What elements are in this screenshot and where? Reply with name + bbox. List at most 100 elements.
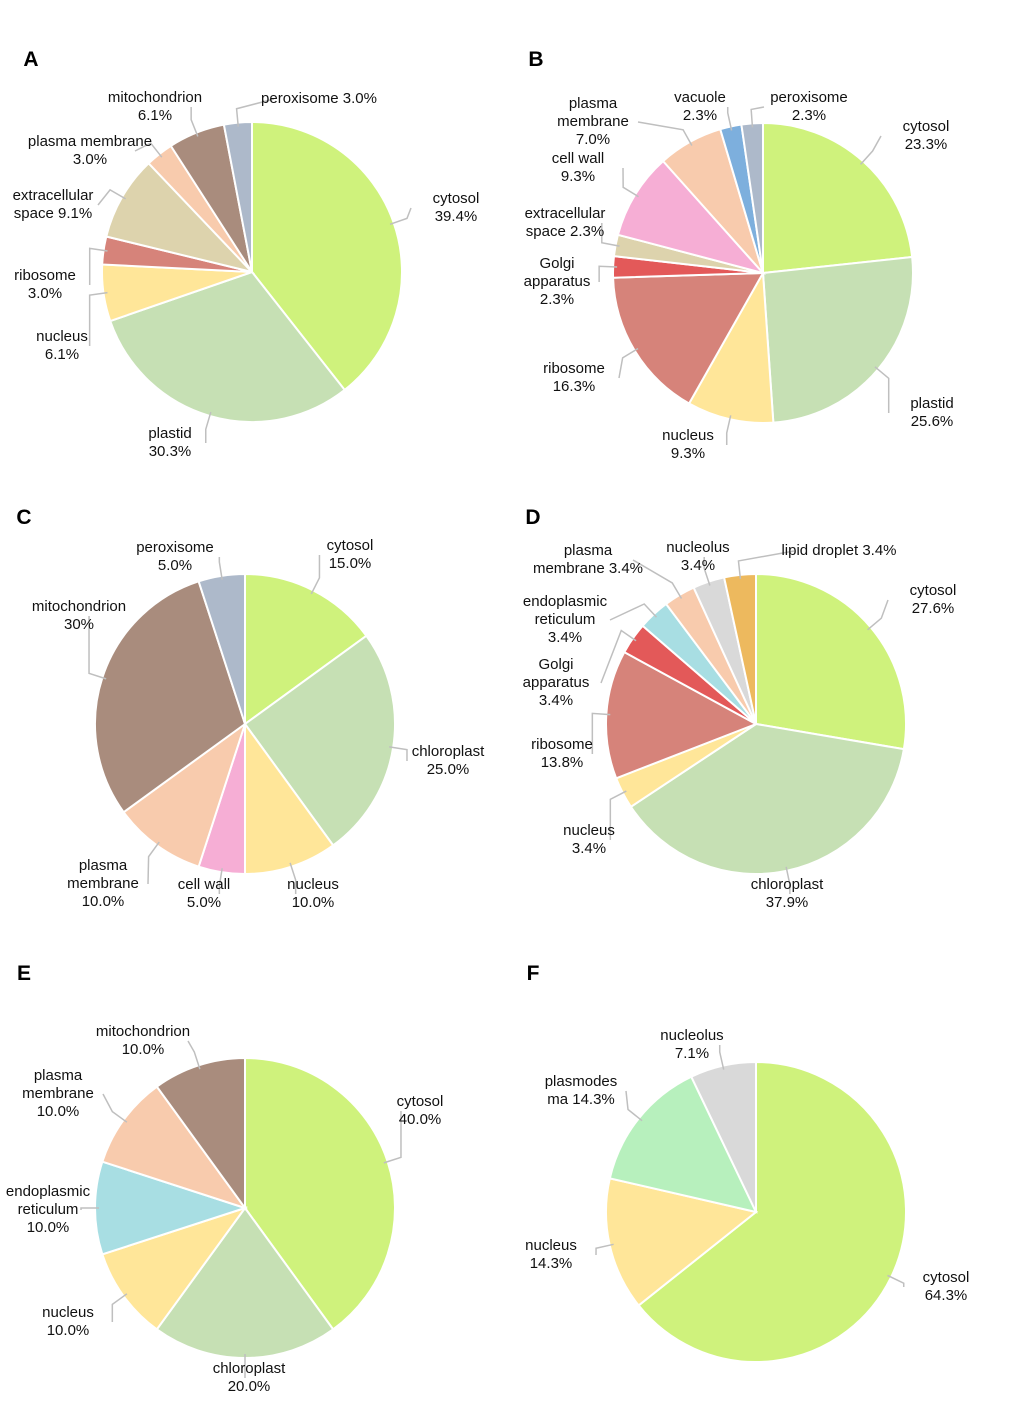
slice-label-line: plasma <box>564 542 613 559</box>
slice-label-line: 6.1% <box>45 346 79 363</box>
slice-label: plasmodes ma 14.3% <box>545 1073 618 1108</box>
slice-label-line: ma 14.3% <box>547 1091 615 1108</box>
slice-label-line: 3.0% <box>73 151 107 168</box>
slice-label-line: plastid <box>910 395 953 412</box>
slice-label: nucleus 14.3% <box>525 1237 577 1272</box>
leader-line <box>750 106 765 128</box>
slice-label-line: cytosol <box>327 537 374 554</box>
leader-line <box>88 291 108 346</box>
slice-label: cell wall 9.3% <box>552 150 605 185</box>
leader-line <box>235 98 275 127</box>
slice-label: plastid 30.3% <box>148 425 191 460</box>
leader-line <box>867 599 889 631</box>
slice-label-line: apparatus <box>524 273 591 290</box>
slice-label-line: 10.0% <box>47 1322 90 1339</box>
slice-label: peroxisome 2.3% <box>770 89 848 124</box>
slice-label: plasma membrane 10.0% <box>67 857 139 910</box>
leader-line <box>726 107 733 131</box>
slice-label: cytosol 39.4% <box>433 190 480 225</box>
slice-label-line: endoplasmic <box>523 593 608 610</box>
slice-label-line: peroxisome 3.0% <box>261 90 377 107</box>
leader-line <box>632 559 683 599</box>
leader-line <box>601 223 620 247</box>
slice-label-line: 15.0% <box>329 555 372 572</box>
slice-label-line: extracellular <box>13 187 94 204</box>
slice-label-line: cytosol <box>923 1269 970 1286</box>
slice-label-line: chloroplast <box>213 1360 286 1377</box>
leader-line <box>785 866 791 894</box>
slice-label-line: 3.0% <box>28 285 62 302</box>
slice-label-line: nucleolus <box>666 539 729 556</box>
slice-label-line: nucleus <box>36 328 88 345</box>
slice-label-line: plasma membrane <box>28 133 152 150</box>
slice-label-line: 10.0% <box>292 894 335 911</box>
slice-label: chloroplast 25.0% <box>412 743 485 778</box>
slice-label-line: ribosome <box>14 267 76 284</box>
slice-label-line: membrane <box>67 875 139 892</box>
slice-label-line: 6.1% <box>138 107 172 124</box>
slice-label-line: 9.3% <box>561 168 595 185</box>
slice-label-line: nucleolus <box>660 1027 723 1044</box>
slice-label-line: vacuole <box>674 89 726 106</box>
slice-label-line: 13.8% <box>541 754 584 771</box>
slice-label-line: space 2.3% <box>526 223 604 240</box>
slice-label: nucleus 6.1% <box>36 328 88 363</box>
slice-label-line: cell wall <box>178 876 231 893</box>
slice-label: vacuole 2.3% <box>674 89 726 124</box>
slice-label-line: 5.0% <box>187 894 221 911</box>
slice-label: lipid droplet 3.4% <box>781 542 896 559</box>
slice-label-line: 5.0% <box>158 557 192 574</box>
leader-line <box>637 121 693 146</box>
slice-label-line: Golgi <box>539 255 574 272</box>
slice-label-line: chloroplast <box>751 876 824 893</box>
slice-label: cytosol 40.0% <box>397 1093 444 1128</box>
slice-label-line: 37.9% <box>766 894 809 911</box>
slice-label: plasma membrane 3.4% <box>533 542 643 577</box>
slice-label-line: 7.1% <box>675 1045 709 1062</box>
leader-line <box>310 555 321 595</box>
panel-letter: A <box>23 48 38 71</box>
slice-label-line: peroxisome <box>770 89 848 106</box>
slice-label: nucleolus 7.1% <box>660 1027 723 1062</box>
slice-label: nucleus 9.3% <box>662 427 714 462</box>
leader-line <box>218 868 223 894</box>
slice-label-line: plastid <box>148 425 191 442</box>
leader-line <box>725 415 732 445</box>
leader-line <box>88 616 107 680</box>
slice-label-line: space 9.1% <box>14 205 92 222</box>
leader-line <box>598 265 618 282</box>
leader-line <box>190 107 199 137</box>
leader-line <box>874 366 890 413</box>
slice-label-line: 30% <box>64 616 94 633</box>
leader-line <box>737 550 795 579</box>
slice-label-line: 9.3% <box>671 445 705 462</box>
leader-line <box>205 411 212 443</box>
slice-label: Golgi apparatus 2.3% <box>524 255 591 308</box>
slice-label-line: 23.3% <box>905 136 948 153</box>
pie-slice-plastid <box>761 255 914 424</box>
slice-label-line: cytosol <box>433 190 480 207</box>
leader-line <box>622 167 639 198</box>
pie-slice-cytosol <box>762 121 914 275</box>
leader-line <box>389 207 412 225</box>
slice-label: mitochondrion 6.1% <box>108 89 202 124</box>
slice-label-line: 3.4% <box>548 629 582 646</box>
leader-line <box>625 1090 643 1122</box>
slice-label-line: cytosol <box>903 118 950 135</box>
slice-label-line: peroxisome <box>136 539 214 556</box>
slice-label: mitochondrion 30% <box>32 598 126 633</box>
leader-line <box>703 557 711 586</box>
slice-label-line: nucleus <box>563 822 615 839</box>
slice-label-line: 3.4% <box>539 692 573 709</box>
slice-label-line: mitochondrion <box>96 1023 190 1040</box>
leader-line <box>111 1293 128 1322</box>
slice-label: nucleus 10.0% <box>287 876 339 911</box>
slice-label-line: plasma <box>79 857 128 874</box>
slice-label-line: 2.3% <box>683 107 717 124</box>
leader-line <box>102 1093 128 1123</box>
